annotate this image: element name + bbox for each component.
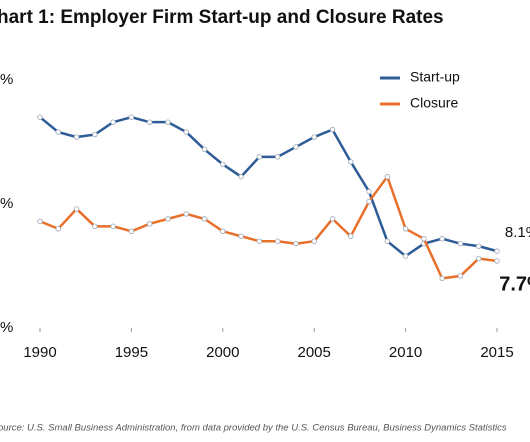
data-point: [329, 216, 336, 222]
data-point: [421, 236, 427, 242]
source-note: ource: U.S. Small Business Administratio…: [0, 423, 507, 434]
data-point: [37, 218, 43, 225]
data-label: 8.1%: [505, 224, 530, 241]
data-point: [165, 119, 171, 125]
data-point: [220, 228, 226, 234]
data-point: [348, 233, 354, 239]
data-point: [128, 228, 135, 234]
data-point: [201, 216, 208, 222]
data-point: [494, 248, 500, 254]
data-point: [384, 174, 391, 180]
data-point: [348, 159, 354, 165]
data-point: [457, 240, 464, 247]
data-point: [238, 174, 244, 180]
x-tick-label: 2000: [206, 344, 239, 361]
data-point: [146, 221, 153, 227]
data-point: [293, 144, 299, 150]
x-tick-label: 1990: [23, 344, 56, 361]
data-point: [37, 114, 43, 120]
data-point: [476, 255, 482, 262]
data-point: [165, 216, 171, 222]
data-point: [201, 146, 208, 153]
data-point: [293, 240, 299, 247]
data-point: [183, 211, 189, 217]
y-tick-label: %: [0, 319, 13, 336]
data-point: [457, 273, 464, 279]
data-point: [311, 134, 317, 140]
data-point: [128, 114, 135, 120]
legend-label: Closure: [410, 95, 458, 111]
data-point: [55, 226, 61, 232]
chart-title: hart 1: Employer Firm Start-up and Closu…: [0, 7, 444, 28]
data-point: [92, 223, 98, 230]
data-point: [274, 238, 281, 244]
series-line: [39, 115, 498, 258]
data-point: [311, 238, 317, 244]
data-point: [110, 223, 116, 230]
data-point: [476, 243, 482, 249]
data-point: [73, 206, 80, 212]
data-point: [220, 161, 226, 168]
data-point: [73, 134, 80, 140]
data-point: [402, 253, 409, 259]
x-tick-label: 2015: [480, 344, 513, 361]
data-point: [439, 236, 445, 242]
y-tick-label: %: [0, 71, 13, 88]
x-tick-label: 2010: [389, 344, 422, 361]
data-label: 7.7%: [499, 273, 530, 295]
data-point: [274, 154, 281, 160]
data-point: [92, 131, 98, 138]
y-tick-label: %: [0, 195, 13, 212]
data-point: [146, 119, 153, 125]
data-point: [494, 258, 500, 264]
series-line: [39, 174, 498, 280]
data-point: [366, 198, 372, 205]
data-point: [439, 275, 445, 282]
legend-label: Start-up: [410, 69, 460, 85]
data-point: [256, 238, 263, 244]
data-point: [329, 126, 336, 133]
x-tick-label: 1995: [115, 344, 148, 361]
data-point: [384, 238, 391, 244]
data-point: [110, 119, 116, 125]
data-point: [402, 226, 409, 232]
data-point: [55, 129, 61, 135]
data-point: [366, 188, 372, 195]
data-point: [183, 129, 189, 135]
data-point: [238, 233, 244, 239]
x-tick-label: 2005: [298, 344, 331, 361]
data-point: [256, 154, 263, 160]
